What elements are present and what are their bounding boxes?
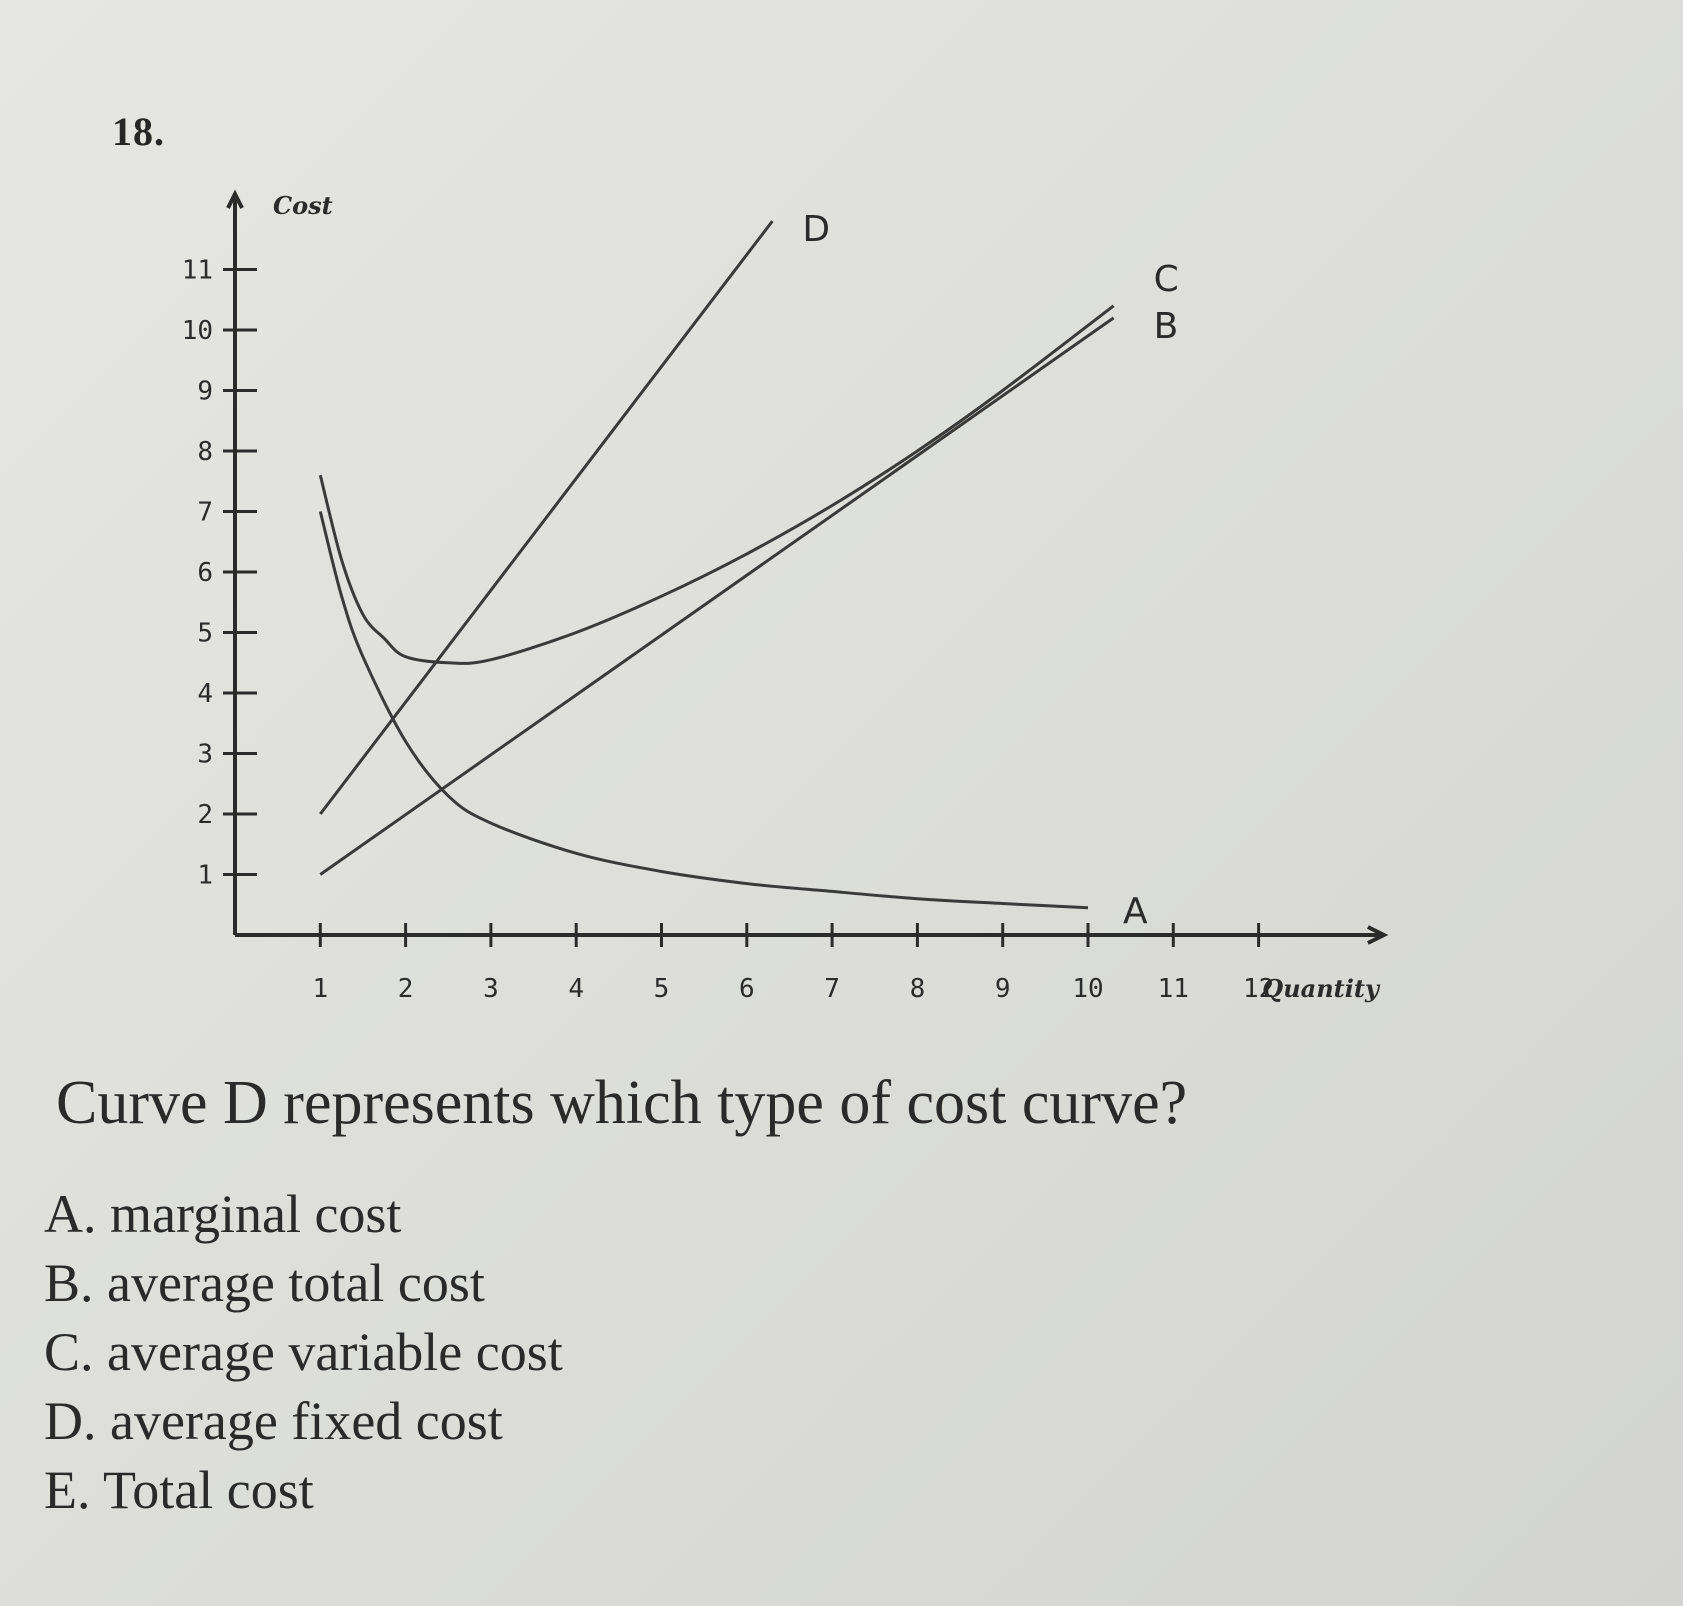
question-text: Curve D represents which type of cost cu… — [56, 1069, 1188, 1137]
option-letter: A. — [44, 1184, 97, 1244]
x-axis-arrow — [1367, 925, 1389, 945]
x-tick-label: 1 — [312, 974, 328, 1004]
option-a[interactable]: A. marginal cost — [44, 1180, 563, 1249]
option-letter: E. — [44, 1460, 91, 1520]
answer-options: A. marginal cost B. average total cost C… — [44, 1180, 563, 1525]
option-text: average fixed cost — [110, 1391, 503, 1451]
y-axis-arrow — [226, 189, 244, 209]
option-text: average variable cost — [107, 1322, 563, 1382]
question-number: 18. — [112, 109, 165, 154]
x-tick-label: 6 — [739, 974, 755, 1004]
curve-b — [319, 316, 1115, 876]
x-tick-label: 5 — [654, 974, 670, 1004]
x-tick-label: 2 — [398, 974, 414, 1004]
y-axis-title: Cost — [273, 191, 333, 220]
x-tick-label: 10 — [1072, 974, 1103, 1004]
chart-labels: 1 2 3 4 5 6 7 8 9 10 11 121234567891011QuantityCost… — [182, 191, 1381, 1004]
chart-axes — [226, 189, 1389, 945]
curve-label-c: C — [1154, 259, 1179, 300]
y-tick-label: 8 — [197, 437, 213, 467]
y-tick-label: 1 — [197, 861, 213, 891]
cost-chart: 1 2 3 4 5 6 7 8 9 10 11 121234567891011QuantityCost… — [182, 189, 1389, 1004]
y-tick-label: 9 — [197, 377, 213, 407]
y-tick-label: 11 — [182, 256, 213, 286]
curve-c — [318, 304, 1115, 665]
x-tick-label: 3 — [483, 974, 499, 1004]
y-tick-label: 3 — [197, 740, 213, 770]
option-text: marginal cost — [110, 1184, 402, 1244]
x-tick-label: 12 — [1243, 974, 1274, 1004]
curve-a — [318, 511, 1089, 910]
y-tick-label: 2 — [197, 800, 213, 830]
x-axis-title: Quantity — [1262, 974, 1381, 1003]
option-letter: D. — [44, 1391, 97, 1451]
x-tick-label: 11 — [1158, 974, 1189, 1004]
x-tick-label: 4 — [568, 974, 584, 1004]
option-e[interactable]: E. Total cost — [44, 1456, 563, 1525]
curve-label-b: B — [1154, 306, 1179, 347]
option-letter: B. — [44, 1253, 94, 1313]
option-b[interactable]: B. average total cost — [44, 1249, 563, 1318]
x-tick-label: 8 — [910, 974, 926, 1004]
y-tick-label: 10 — [182, 316, 213, 346]
option-letter: C. — [44, 1322, 94, 1382]
option-d[interactable]: D. average fixed cost — [44, 1387, 563, 1456]
curve-d — [319, 220, 774, 815]
y-tick-label: 7 — [197, 498, 213, 528]
y-tick-label: 5 — [197, 619, 213, 649]
x-tick-label: 9 — [995, 974, 1011, 1004]
y-tick-label: 4 — [197, 679, 213, 709]
option-text: Total cost — [103, 1460, 314, 1520]
option-text: average total cost — [107, 1253, 485, 1313]
option-c[interactable]: C. average variable cost — [44, 1318, 563, 1387]
curve-label-a: A — [1123, 891, 1148, 932]
x-tick-label: 7 — [824, 974, 840, 1004]
chart-ticks — [223, 268, 1261, 947]
curve-label-d: D — [802, 209, 830, 250]
chart-curves — [318, 220, 1115, 910]
y-tick-label: 6 — [197, 558, 213, 588]
